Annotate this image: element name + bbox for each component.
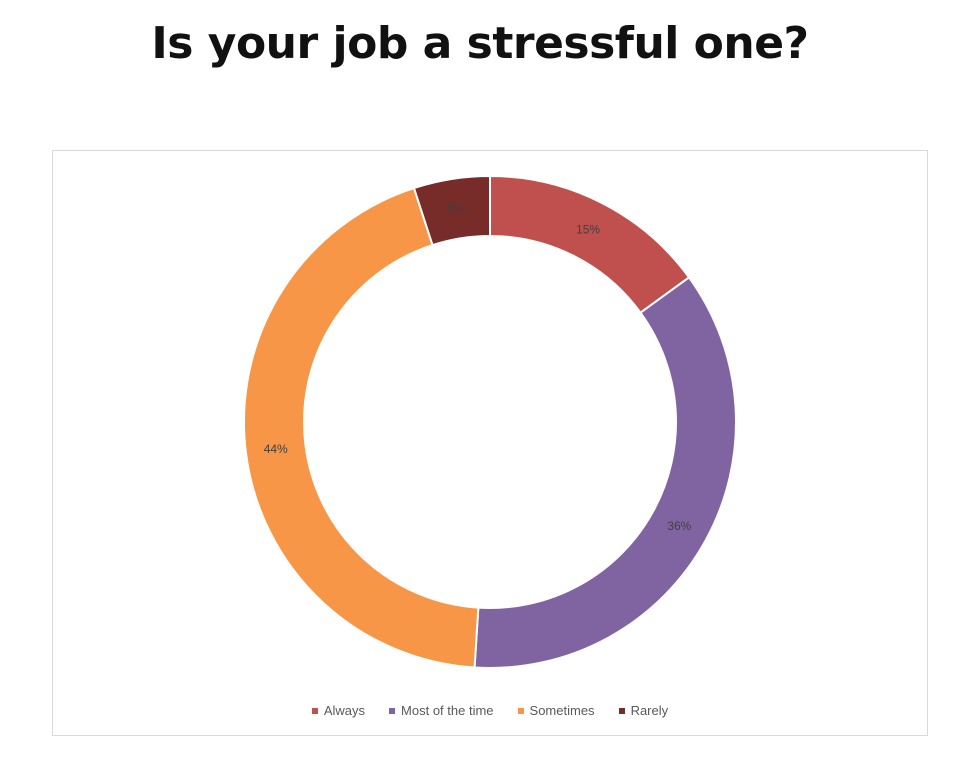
legend-swatch (389, 707, 396, 714)
chart-area: 15% 36% 44% 5% Always Most of the time Someti… (52, 150, 928, 736)
legend-swatch (618, 707, 625, 714)
legend-label: Most of the time (401, 703, 494, 718)
legend-item-rarely: Rarely (618, 703, 669, 718)
legend-swatch (517, 707, 524, 714)
legend-item-most-of-the-time: Most of the time (389, 703, 494, 718)
legend: Always Most of the time Sometimes Rarely (53, 703, 927, 718)
legend-label: Sometimes (529, 703, 595, 718)
donut-chart: 15% 36% 44% 5% (243, 174, 737, 669)
data-label-most-of-the-time: 36% (667, 519, 691, 533)
donut-slice-always (489, 174, 691, 315)
data-label-always: 15% (576, 223, 600, 237)
legend-label: Always (323, 703, 366, 718)
chart-title: Is your job a stressful one? (151, 18, 809, 69)
legend-item-sometimes: Sometimes (517, 703, 595, 718)
data-label-sometimes: 44% (264, 442, 288, 456)
donut-slice-rarely (412, 174, 491, 247)
legend-swatch (311, 707, 318, 714)
legend-label: Rarely (630, 703, 669, 718)
donut-slice-sometimes (243, 186, 480, 669)
donut-slice-most-of-the-time (473, 276, 737, 669)
legend-item-always: Always (311, 703, 366, 718)
data-label-rarely: 5% (448, 202, 466, 216)
